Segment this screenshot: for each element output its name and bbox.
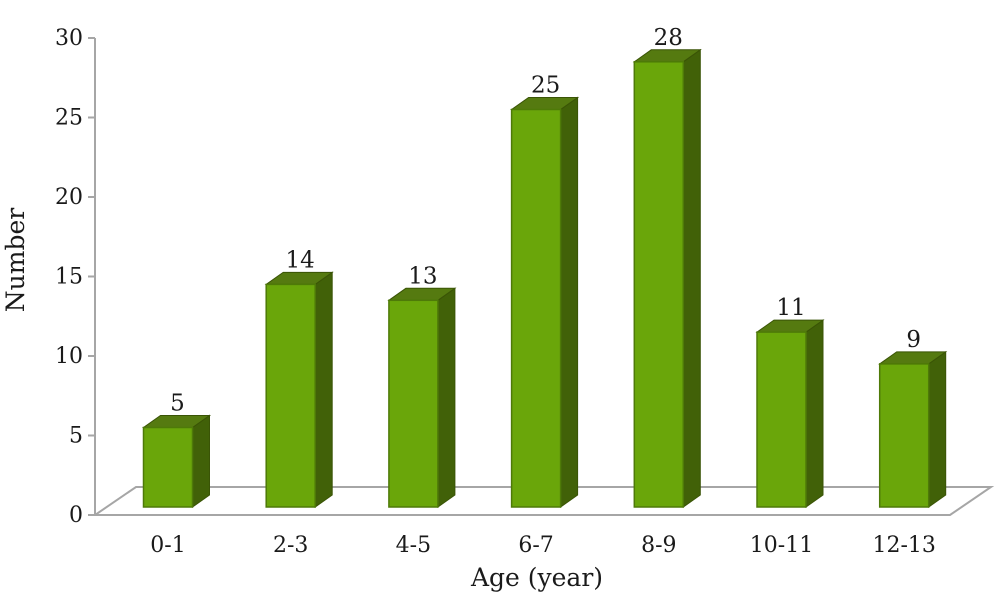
bar: 11 [755,295,825,508]
x-tick-label: 2-3 [273,533,308,558]
x-axis: 0-1 2-3 4-5 6-7 8-9 10-11 12-13 [150,533,936,558]
bar-side [437,287,456,508]
bar-front [878,363,930,508]
bars: 5 14 13 25 28 11 9 [141,25,948,508]
y-tick-label: 15 [55,265,83,290]
y-tick-label: 30 [55,26,83,51]
bar-side [682,48,701,508]
bar-front [265,283,316,508]
data-label: 25 [531,73,560,99]
data-label: 11 [776,295,805,321]
data-label: 9 [906,327,921,353]
data-label: 14 [286,247,315,273]
x-tick-label: 8-9 [641,533,676,558]
bar-side [560,96,579,508]
bar-side [928,350,947,508]
bar-front [510,108,562,508]
bar-front [388,299,439,508]
x-tick-label: 4-5 [396,533,431,558]
bar: 28 [632,25,702,508]
x-tick-label: 6-7 [518,533,553,558]
y-axis-title: Number [1,208,30,312]
x-axis-title: Age (year) [470,563,603,592]
bar-side [314,271,333,508]
bar: 9 [878,327,948,508]
y-tick-label: 5 [69,424,83,449]
y-tick-label: 0 [69,503,83,528]
bar: 14 [264,247,334,508]
data-label: 13 [408,263,437,289]
data-label: 5 [170,391,185,417]
x-tick-label: 0-1 [150,533,185,558]
bar: 25 [510,73,580,508]
x-tick-label: 12-13 [872,533,935,558]
x-tick-label: 10-11 [750,533,813,558]
y-tick-label: 20 [55,185,83,210]
y-tick-label: 25 [55,106,83,131]
data-label: 28 [654,25,683,51]
bar-front [756,331,807,508]
bar-front [633,61,685,508]
bar-side [192,414,210,508]
bar: 5 [141,391,212,508]
bar: 13 [387,263,457,508]
bar-side [805,319,824,508]
bar-front [142,426,194,508]
y-axis: 0 5 10 15 20 25 30 [55,26,96,528]
y-tick-label: 10 [55,344,83,369]
